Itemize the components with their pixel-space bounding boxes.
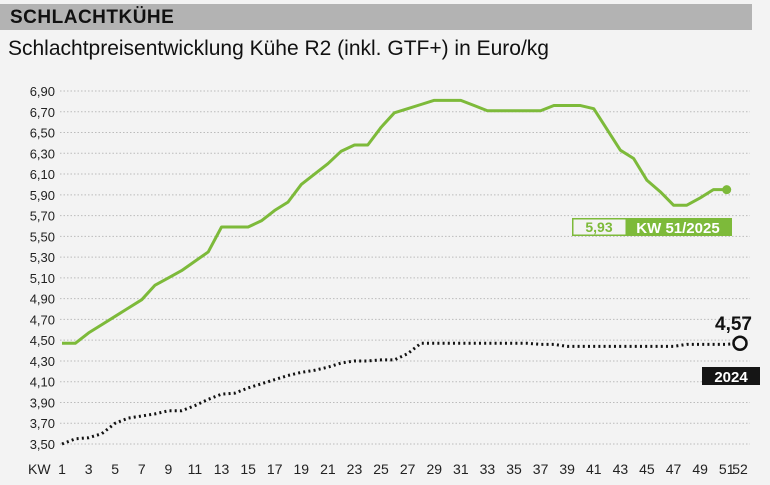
x-tick-label: 15 — [240, 461, 256, 477]
y-tick-label: 4,50 — [30, 333, 55, 348]
x-tick-label: 23 — [347, 461, 363, 477]
series-line-2024 — [61, 341, 741, 446]
end-point-marker — [722, 185, 732, 195]
header-title: SCHLACHTKÜHE — [10, 7, 175, 28]
y-tick-label: 5,30 — [30, 250, 55, 265]
x-tick-label: 25 — [373, 461, 389, 477]
y-tick-label: 6,70 — [30, 105, 55, 120]
x-tick-label: 19 — [294, 461, 310, 477]
x-tick-label: 33 — [480, 461, 496, 477]
x-tick-label: 31 — [453, 461, 469, 477]
y-tick-label: 5,10 — [30, 271, 55, 286]
x-tick-label: 52 — [732, 461, 748, 477]
y-tick-label: 4,90 — [30, 292, 55, 307]
x-tick-label: 7 — [138, 461, 146, 477]
y-tick-label: 3,90 — [30, 395, 55, 410]
y-tick-label: 6,30 — [30, 146, 55, 161]
end-value-label: 4,57 — [715, 314, 752, 335]
x-tick-label: 41 — [586, 461, 602, 477]
x-tick-label: 13 — [214, 461, 230, 477]
x-tick-label: 27 — [400, 461, 416, 477]
x-tick-label: 3 — [85, 461, 93, 477]
y-tick-label: 6,50 — [30, 126, 55, 141]
y-tick-label: 3,70 — [30, 416, 55, 431]
x-tick-label: 51 — [719, 461, 735, 477]
end-point-marker — [732, 335, 748, 352]
y-tick-label: 4,10 — [30, 375, 55, 390]
x-tick-label: 39 — [559, 461, 575, 477]
x-tick-label: 43 — [613, 461, 629, 477]
header-bar: SCHLACHTKÜHE — [0, 4, 752, 30]
series-label: 2024 — [714, 369, 748, 386]
x-axis-label: KW — [28, 461, 51, 477]
x-tick-label: 5 — [111, 461, 119, 477]
series-line-2025 — [62, 98, 727, 345]
x-tick-label: 49 — [692, 461, 708, 477]
y-tick-label: 5,90 — [30, 188, 55, 203]
y-tick-label: 3,50 — [30, 437, 55, 452]
x-tick-label: 37 — [533, 461, 549, 477]
y-tick-label: 6,90 — [30, 84, 55, 99]
chart-title: Schlachtpreisentwicklung Kühe R2 (inkl. … — [8, 37, 549, 60]
y-tick-label: 4,30 — [30, 354, 55, 369]
y-tick-label: 4,70 — [30, 312, 55, 327]
x-tick-label: 21 — [320, 461, 336, 477]
y-tick-label: 6,10 — [30, 167, 55, 182]
end-value-label: 5,93 — [585, 219, 612, 235]
x-tick-label: 9 — [164, 461, 172, 477]
x-tick-label: 17 — [267, 461, 283, 477]
series-label: KW 51/2025 — [636, 220, 719, 237]
y-tick-label: 5,70 — [30, 209, 55, 224]
series-label-box — [702, 367, 760, 385]
x-tick-label: 1 — [58, 461, 66, 477]
x-tick-label: 45 — [639, 461, 655, 477]
y-tick-label: 5,50 — [30, 229, 55, 244]
x-tick-label: 29 — [426, 461, 442, 477]
x-tick-label: 47 — [666, 461, 682, 477]
x-tick-label: 11 — [188, 461, 203, 477]
x-tick-label: 35 — [506, 461, 522, 477]
value-box — [573, 219, 626, 235]
